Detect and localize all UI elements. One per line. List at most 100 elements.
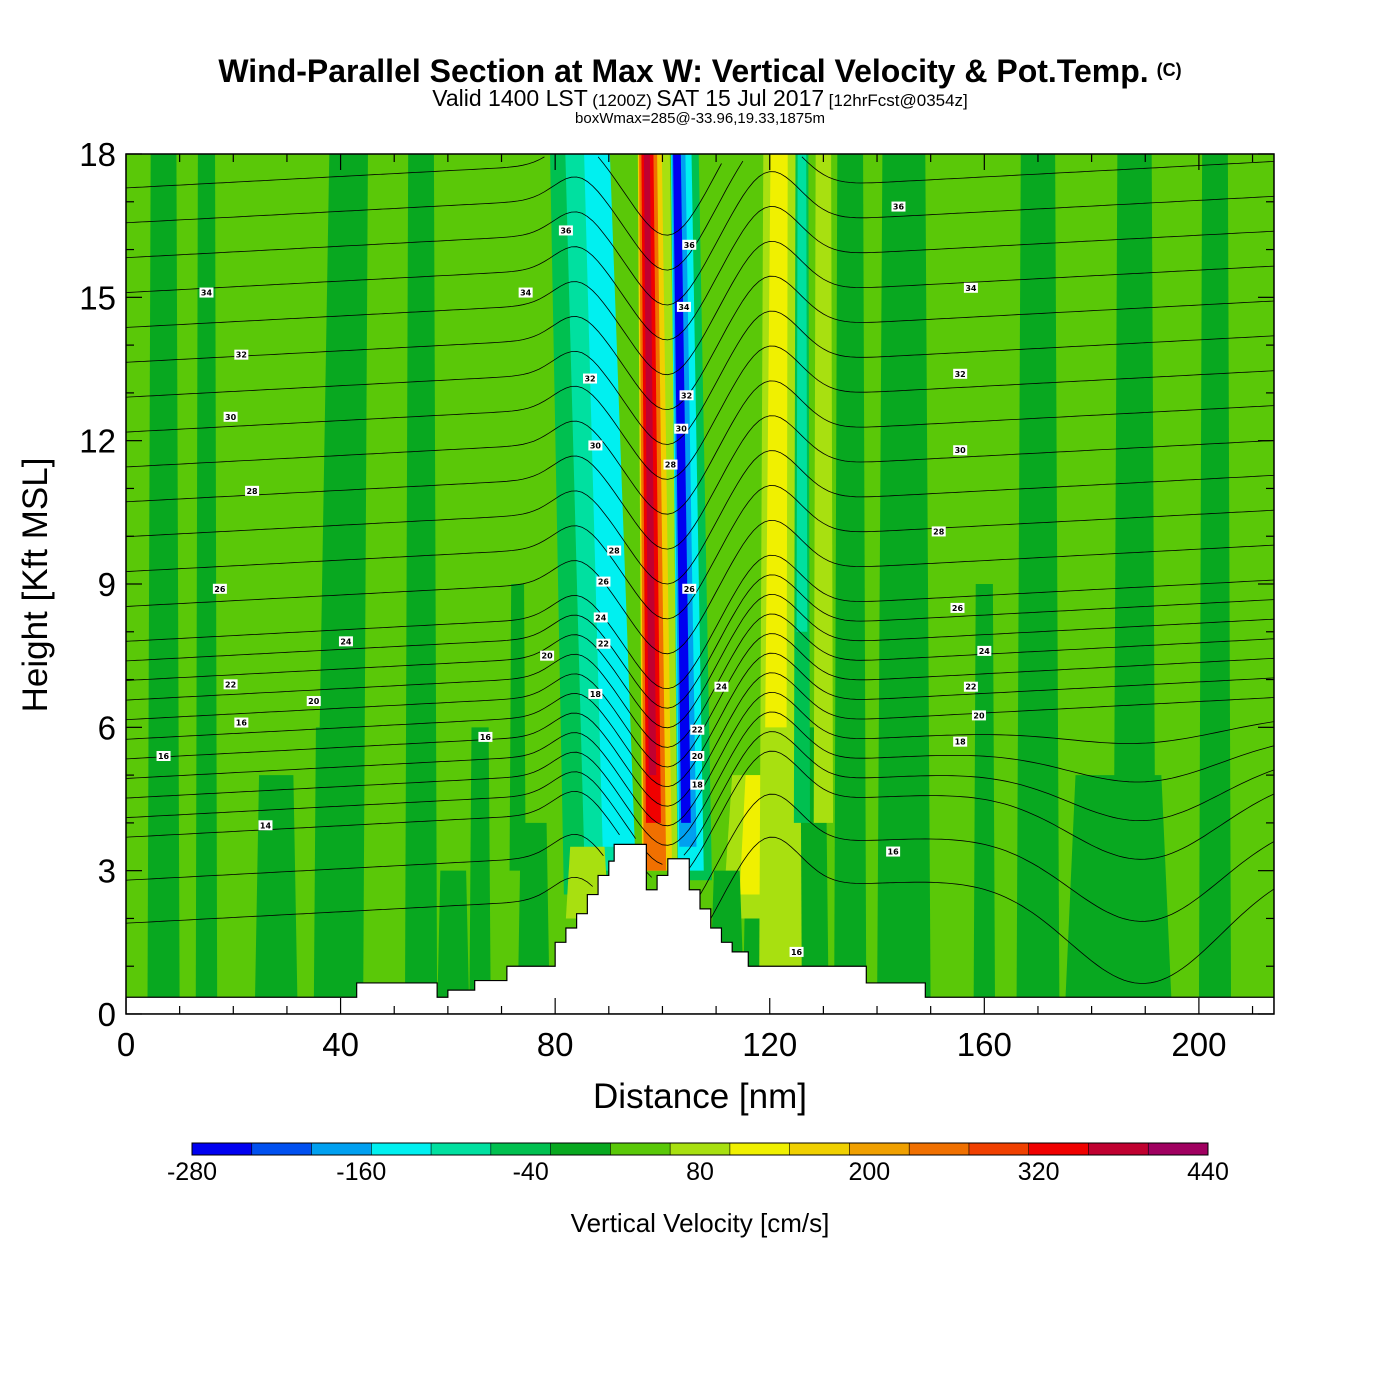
chart-subtitle-2: boxWmax=285@-33.96,19.33,1875m <box>575 110 825 127</box>
contour-label-box <box>558 225 573 236</box>
theta-contour <box>126 593 1274 729</box>
contour-label-box <box>258 820 273 831</box>
contour-label-value: 16 <box>158 752 170 761</box>
contour-label-value: 26 <box>214 585 226 594</box>
subtitle-utc: (1200Z) <box>592 91 652 110</box>
velocity-band <box>195 154 218 1014</box>
theta-contour <box>126 485 1274 620</box>
contour-label-box <box>245 485 260 496</box>
contour-label: 24 <box>714 681 729 692</box>
contour-label-value: 34 <box>520 289 532 298</box>
contour-label-value: 32 <box>955 370 966 379</box>
velocity-band <box>765 154 788 728</box>
contour-label: 22 <box>223 679 238 690</box>
contour-label: 36 <box>891 201 906 212</box>
velocity-band <box>643 154 657 776</box>
contour-label-value: 20 <box>308 697 320 706</box>
contour-label: 16 <box>478 731 493 742</box>
contour-label: 16 <box>234 717 249 728</box>
contour-label: 18 <box>953 736 968 747</box>
y-tick-label: 9 <box>98 566 116 603</box>
contour-label-value: 32 <box>584 375 595 384</box>
y-axis-label: Height [Kft MSL] <box>16 458 55 713</box>
colorbar-swatch <box>490 1143 552 1155</box>
contour-label: 18 <box>690 779 705 790</box>
contour-label-box <box>682 583 697 594</box>
contour-label: 34 <box>518 287 533 298</box>
theta-contour <box>126 731 1274 865</box>
theta-contour <box>126 574 1274 709</box>
contour-label-value: 16 <box>888 848 900 857</box>
theta-contour <box>126 836 1274 984</box>
contour-label-box <box>212 583 227 594</box>
contour-label-value: 20 <box>973 711 985 720</box>
x-axis: 0 40 80 120 160 200 <box>117 154 1254 1063</box>
contour-label-box <box>588 688 603 699</box>
contour-label: 18 <box>588 688 603 699</box>
contour-label: 34 <box>676 301 691 312</box>
theta-contour <box>126 554 1274 690</box>
colorbar-tick-label: -160 <box>336 1158 386 1186</box>
contour-label: 32 <box>234 349 249 360</box>
contour-label-box <box>679 390 694 401</box>
velocity-band <box>404 154 438 1014</box>
velocity-band <box>1064 775 1173 1014</box>
contour-label: 32 <box>583 373 598 384</box>
theta-contour <box>126 415 1274 550</box>
contour-label-value: 34 <box>201 289 213 298</box>
contour-label-value: 22 <box>692 726 703 735</box>
subtitle-date: SAT 15 Jul 2017 <box>656 85 824 111</box>
contour-label-box <box>963 681 978 692</box>
plot-area: 14 16 16 16 16 16 18 18 18 20 20 20 20 22 22 22 22 24 24 24… <box>126 154 1274 1014</box>
theta-contour <box>126 345 1274 480</box>
x-tick-label: 200 <box>1171 1026 1226 1063</box>
contour-label: 36 <box>558 225 573 236</box>
contour-label-box <box>953 368 968 379</box>
colorbar-tick-label: 80 <box>686 1158 714 1186</box>
velocity-band <box>673 154 691 823</box>
contour-label-box <box>518 287 533 298</box>
velocity-band <box>1198 154 1232 1014</box>
colorbar-tick-label: 320 <box>1018 1158 1060 1186</box>
colorbar-tick-label: -40 <box>513 1158 549 1186</box>
contour-label: 26 <box>950 602 965 613</box>
contour-labels: 14 16 16 16 16 16 18 18 18 20 20 20 20 22 22 22 22 24 24 24… <box>156 201 992 957</box>
colorbar-swatch <box>1028 1143 1089 1155</box>
contour-label: 26 <box>212 583 227 594</box>
chart-subtitle: Valid 1400 LST (1200Z) SAT 15 Jul 2017 [… <box>432 85 968 111</box>
contour-label-value: 24 <box>340 637 352 646</box>
velocity-band <box>584 154 635 847</box>
velocity-band <box>254 775 298 1014</box>
contour-label-value: 32 <box>236 351 247 360</box>
potential-temperature-contours <box>126 156 1274 984</box>
contour-label: 30 <box>223 411 238 422</box>
contour-label: 24 <box>593 612 608 623</box>
contour-label-value: 36 <box>684 241 696 250</box>
colorbar-swatch <box>192 1143 253 1155</box>
contour-label-box <box>596 638 611 649</box>
contour-label-value: 26 <box>684 585 696 594</box>
chart-title: Wind-Parallel Section at Max W: Vertical… <box>218 53 1181 89</box>
contour-label-box <box>306 696 321 707</box>
contour-label: 16 <box>156 751 171 761</box>
x-tick-label: 160 <box>957 1026 1012 1063</box>
contour-label: 22 <box>963 681 978 692</box>
x-tick-label: 120 <box>742 1026 797 1063</box>
contour-label-box <box>950 602 965 613</box>
contour-label-box <box>690 751 705 761</box>
contour-label-box <box>593 612 608 623</box>
contour-label-value: 16 <box>236 719 248 728</box>
contour-label-value: 30 <box>676 425 688 434</box>
subtitle-forecast: [12hrFcst@0354z] <box>829 91 968 110</box>
colorbar-swatch <box>849 1143 910 1155</box>
contour-label: 22 <box>596 638 611 649</box>
colorbar-swatch <box>431 1143 492 1155</box>
contour-label: 22 <box>690 724 705 735</box>
contour-label: 16 <box>886 846 901 857</box>
contour-label: 32 <box>953 368 968 379</box>
contour-label: 26 <box>596 576 611 587</box>
contour-label-value: 18 <box>590 690 602 699</box>
colorbar-swatch <box>968 1143 1030 1155</box>
colorbar-swatch <box>1148 1143 1209 1155</box>
x-tick-label: 40 <box>322 1026 359 1063</box>
